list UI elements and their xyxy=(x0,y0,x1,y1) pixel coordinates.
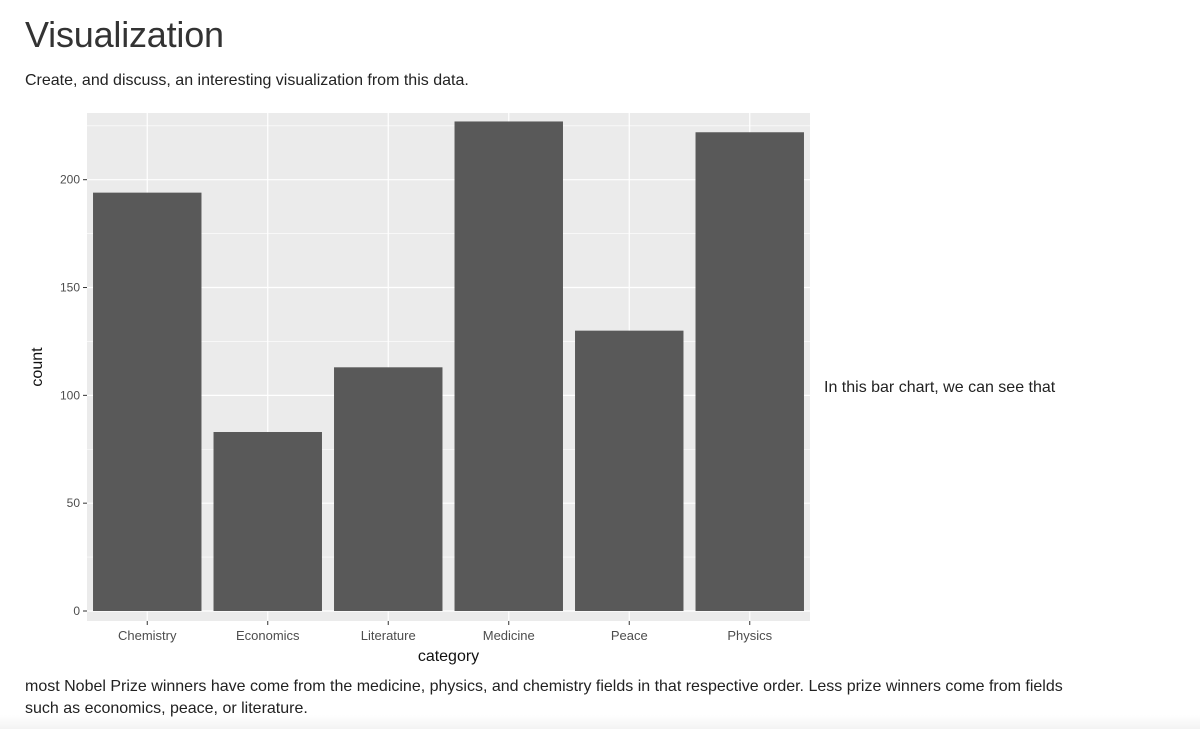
bar-economics xyxy=(213,432,322,611)
intro-text: Create, and discuss, an interesting visu… xyxy=(25,72,469,89)
x-tick-label: Peace xyxy=(611,628,648,643)
x-tick-label: Economics xyxy=(236,628,300,643)
y-axis-label: count xyxy=(29,347,46,387)
bar-literature xyxy=(334,367,443,611)
y-tick-label: 0 xyxy=(73,604,80,618)
x-axis-label: category xyxy=(418,648,479,665)
bar-chemistry xyxy=(93,192,202,612)
x-tick-label: Chemistry xyxy=(118,628,177,643)
grid-minor xyxy=(87,125,810,558)
bar-medicine xyxy=(454,121,563,611)
page-title: Visualization xyxy=(25,14,224,55)
body-text: most Nobel Prize winners have come from … xyxy=(25,678,1063,717)
y-tick-label: 50 xyxy=(67,496,81,510)
bars xyxy=(93,121,804,612)
y-tick-label: 150 xyxy=(60,281,80,295)
y-tick-label: 200 xyxy=(60,173,80,187)
bar-chart: 0 50 100 150 200 Chemistry Economics Literatur… xyxy=(29,113,810,665)
side-note: In this bar chart, we can see that xyxy=(824,379,1056,396)
x-tick-label: Medicine xyxy=(483,628,535,643)
y-axis: 0 50 100 150 200 xyxy=(60,173,87,618)
bottom-fade xyxy=(0,715,1200,729)
x-tick-label: Literature xyxy=(361,628,416,643)
bar-peace xyxy=(575,330,684,611)
plot-panel xyxy=(87,113,810,621)
x-tick-label: Physics xyxy=(727,628,772,643)
y-tick-label: 100 xyxy=(60,388,80,402)
x-axis: Chemistry Economics Literature Medicine Peac… xyxy=(118,621,773,643)
bar-physics xyxy=(695,132,804,611)
